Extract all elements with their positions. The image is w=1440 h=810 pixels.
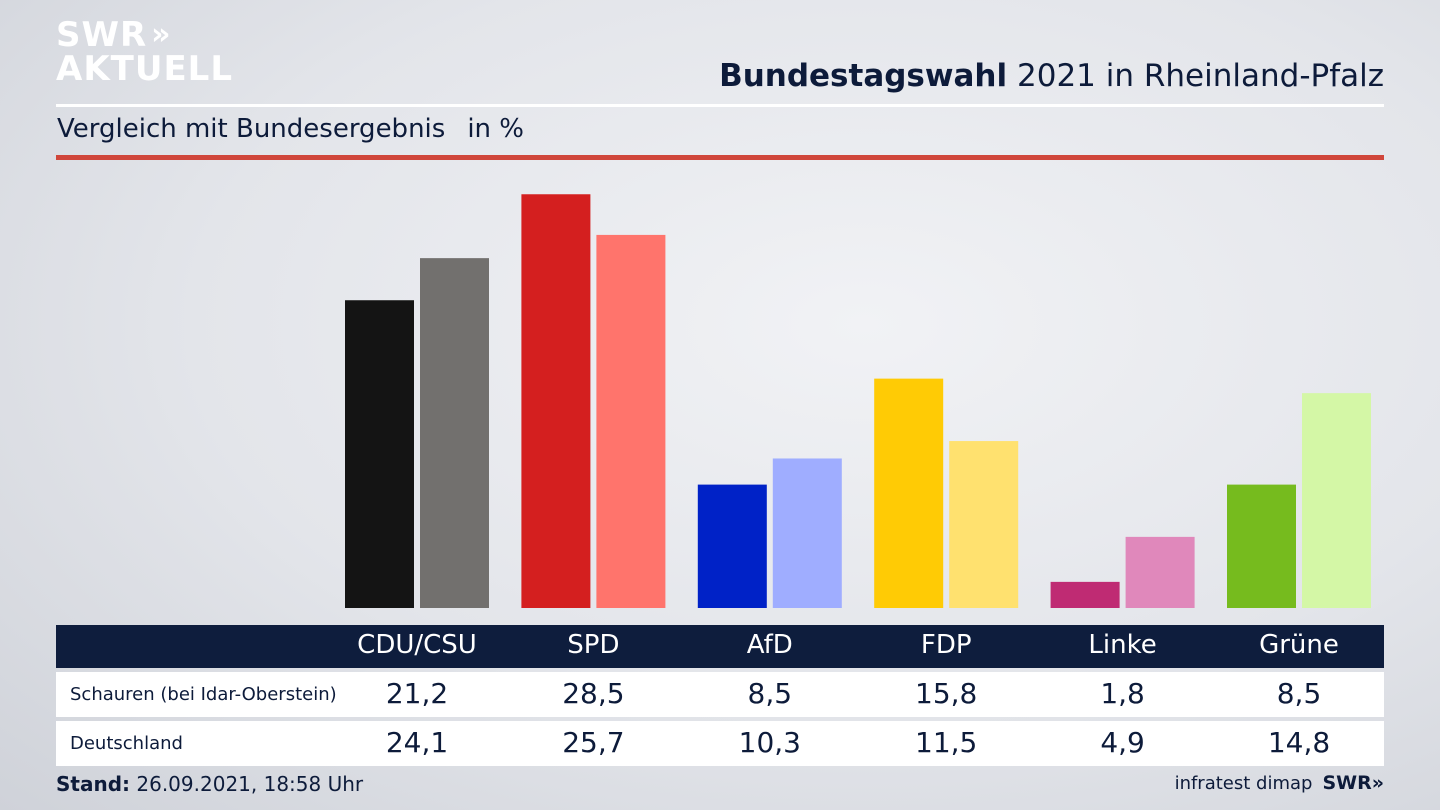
logo-swr-text: SWR (56, 15, 148, 55)
bar-linke-national (1125, 536, 1195, 608)
bar-gr-ne-local (1227, 484, 1296, 608)
row-label-local: Schauren (bei Idar-Oberstein) (70, 684, 337, 705)
bar-afd-local (697, 484, 767, 608)
value-label-gr-ne-local: 8,5 (1276, 677, 1322, 710)
value-label-afd-national: 10,3 (738, 726, 801, 759)
category-label-fdp: FDP (920, 630, 972, 660)
value-label-fdp-national: 11,5 (915, 726, 978, 759)
bar-spd-local (521, 194, 591, 609)
category-label-afd: AfD (746, 630, 793, 660)
value-label-gr-ne-national: 14,8 (1267, 726, 1331, 759)
row-label-national: Deutschland (70, 733, 183, 754)
page-title: Bundestagswahl 2021 in Rheinland-Pfalz (719, 58, 1384, 94)
title-bold: Bundestagswahl (719, 58, 1008, 94)
category-label-cdu-csu: CDU/CSU (357, 630, 477, 660)
table-row-local: Schauren (bei Idar-Oberstein) 21,2 28,5 8,… (56, 672, 1384, 717)
bar-linke-local (1050, 581, 1120, 608)
footer-source: infratest dimap SWR» (1175, 772, 1384, 794)
stand-value: 26.09.2021, 18:58 Uhr (136, 772, 364, 796)
bar-spd-national (596, 234, 666, 608)
swr-brand-logo: SWR» (1322, 772, 1384, 794)
value-label-spd-national: 25,7 (562, 726, 625, 759)
footer-timestamp: Stand: 26.09.2021, 18:58 Uhr (56, 772, 363, 796)
value-label-linke-national: 4,9 (1100, 726, 1145, 759)
table-header-row: CDU/CSU SPD AfD FDP Linke Grüne (56, 625, 1384, 668)
bar-cdu-csu-local (345, 300, 414, 608)
stand-label: Stand: (56, 772, 131, 796)
bar-fdp-local (874, 378, 944, 608)
category-label-spd: SPD (567, 630, 620, 660)
swr-aktuell-logo: SWR» AKTUELL (56, 15, 234, 89)
bar-cdu-csu-national (420, 258, 489, 608)
subtitle-unit: in % (467, 114, 524, 144)
results-table: CDU/CSU SPD AfD FDP Linke Grüne Schauren (bei… (56, 625, 1384, 766)
subtitle-text: Vergleich mit Bundesergebnis (57, 114, 446, 144)
bar-gr-ne-national (1302, 393, 1371, 608)
value-label-cdu-csu-national: 24,1 (385, 726, 449, 759)
category-label-linke: Linke (1088, 630, 1157, 660)
title-divider (56, 104, 1384, 107)
chart-subtitle: Vergleich mit Bundesergebnis in % (57, 114, 524, 144)
logo-aktuell-text: AKTUELL (56, 49, 234, 89)
subtitle-divider (56, 155, 1384, 160)
bar-chart (345, 194, 1371, 609)
bar-afd-national (772, 458, 842, 608)
value-label-cdu-csu-local: 21,2 (385, 677, 449, 710)
value-label-afd-local: 8,5 (747, 677, 793, 710)
table-row-national: Deutschland 24,1 25,7 10,3 11,5 4,9 14,8 (56, 721, 1384, 766)
bar-fdp-national (949, 441, 1019, 608)
value-label-linke-local: 1,8 (1100, 677, 1145, 710)
category-label-gr-ne: Grüne (1259, 630, 1339, 660)
title-rest: 2021 in Rheinland-Pfalz (1017, 58, 1384, 94)
source-text: infratest dimap (1174, 773, 1313, 794)
value-label-fdp-local: 15,8 (915, 677, 978, 710)
value-label-spd-local: 28,5 (562, 677, 625, 710)
